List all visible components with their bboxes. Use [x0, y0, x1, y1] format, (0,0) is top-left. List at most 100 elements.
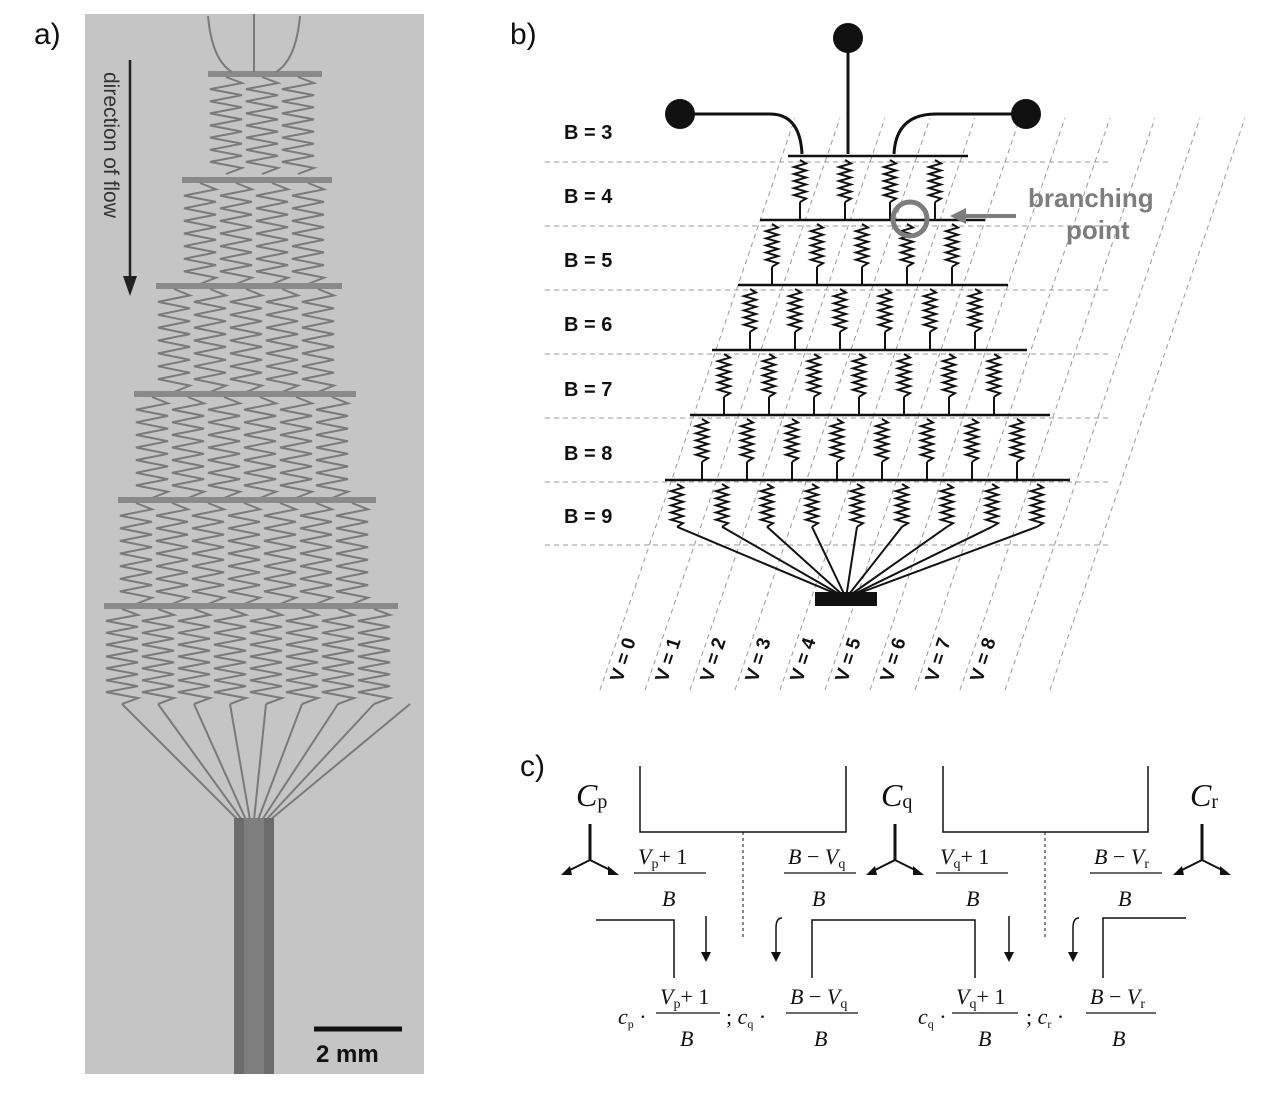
- v-label-7: V = 7: [922, 635, 956, 684]
- photo-level-bar: [182, 177, 332, 183]
- photo-serpentine: [263, 502, 300, 605]
- resistor-channel: [667, 483, 687, 528]
- branching-label-line2: point: [1066, 215, 1130, 245]
- v-label-8: V = 8: [967, 635, 1001, 684]
- svg-text:B − Vr: B − Vr: [1090, 984, 1145, 1012]
- svg-text:Vq+ 1: Vq+ 1: [956, 984, 1005, 1012]
- svg-text:; cq ·: ; cq ·: [726, 1004, 766, 1031]
- resistor-channel: [965, 288, 985, 333]
- svg-text:B − Vq: B − Vq: [788, 844, 845, 872]
- photo-level-bar: [208, 71, 322, 77]
- grid-column-line: [689, 117, 886, 691]
- svg-text:Vq+ 1: Vq+ 1: [940, 844, 989, 872]
- photo-serpentine: [213, 608, 250, 705]
- resistor-channel: [875, 288, 895, 333]
- outlet-bar: [815, 592, 877, 606]
- resistor-channel: [692, 418, 712, 463]
- branching-point-circle: [890, 199, 930, 239]
- resistor-channel: [942, 223, 962, 268]
- svg-text:B: B: [1112, 1026, 1125, 1051]
- photo-outlet-line: [257, 703, 303, 821]
- svg-text:B: B: [662, 886, 675, 911]
- v-label-1: V = 1: [652, 635, 686, 685]
- resistor-channel: [925, 159, 945, 203]
- resistor-channel: [737, 418, 757, 463]
- svg-text:B: B: [812, 886, 825, 911]
- grid-column-line: [734, 117, 931, 691]
- photo-outlet-line: [269, 703, 411, 821]
- level-label-b6: B = 6: [564, 314, 612, 336]
- resistor-channel: [872, 418, 892, 463]
- grid-column-line: [1049, 117, 1246, 691]
- v-label-6: V = 6: [877, 635, 911, 684]
- scale-bar-label: 2 mm: [316, 1041, 379, 1068]
- resistor-channel: [790, 159, 810, 203]
- outlet-converging-line: [845, 526, 903, 599]
- svg-text:B − Vr: B − Vr: [1094, 844, 1149, 872]
- photo-serpentine: [357, 608, 394, 705]
- svg-text:B: B: [966, 886, 979, 911]
- panel-c-label: c): [520, 750, 545, 783]
- resistor-channel: [962, 418, 982, 463]
- resistor-channel: [892, 483, 912, 528]
- svg-text:B − Vq: B − Vq: [790, 984, 847, 1012]
- photo-serpentine: [265, 288, 302, 393]
- photo-serpentine: [255, 182, 292, 285]
- svg-text:B: B: [978, 1026, 991, 1051]
- v-label-0: V = 0: [607, 635, 641, 684]
- svg-text:cp ·: cp ·: [618, 1004, 647, 1031]
- branching-arrow-icon: [950, 208, 966, 224]
- photo-outlet-line: [229, 703, 251, 821]
- scale-bar: 2 mm: [314, 1026, 402, 1068]
- outlet-converging-line: [845, 526, 858, 599]
- resistor-channel: [807, 223, 827, 268]
- v-label-5: V = 5: [832, 635, 866, 685]
- photo-serpentine: [321, 608, 358, 705]
- serpentine-network-photo: [104, 14, 411, 821]
- concentration-p-label: Cp: [576, 777, 607, 813]
- photo-outlet-line: [261, 703, 339, 821]
- concentration-q-label: Cq: [881, 777, 912, 813]
- photo-serpentine: [245, 76, 282, 175]
- photo-serpentine: [335, 502, 372, 605]
- photo-serpentine: [291, 182, 328, 285]
- resistor-channel: [897, 223, 917, 268]
- resistor-channel: [984, 353, 1004, 398]
- outlet-converging-line: [676, 525, 847, 599]
- outlet-converging-line: [721, 525, 847, 599]
- svg-text:cq ·: cq ·: [918, 1004, 947, 1031]
- photo-serpentine: [229, 288, 266, 393]
- grid-column-line: [914, 117, 1111, 691]
- resistor-network-schematic: [665, 154, 1070, 606]
- photo-outlet-line: [253, 703, 267, 821]
- resistor-channel: [1027, 483, 1047, 528]
- photo-serpentine: [207, 396, 244, 499]
- outlet-converging-line: [811, 526, 847, 599]
- level-label-b5: B = 5: [564, 250, 612, 272]
- resistor-channel: [847, 483, 867, 528]
- photo-serpentine: [193, 288, 230, 393]
- grid-column-line: [644, 117, 841, 691]
- resistor-channel: [827, 418, 847, 463]
- photo-level-bar: [118, 497, 376, 503]
- photo-serpentine: [315, 396, 352, 499]
- photo-serpentine: [209, 76, 246, 175]
- svg-text:B: B: [1118, 886, 1131, 911]
- photo-level-bar: [156, 283, 342, 289]
- outlet-converging-line: [845, 525, 948, 599]
- resistor-channel: [759, 353, 779, 398]
- photo-outlet-line: [193, 703, 247, 821]
- level-label-b4: B = 4: [564, 186, 613, 208]
- resistor-channel: [1007, 418, 1027, 463]
- resistor-channel: [757, 483, 777, 528]
- resistor-channel: [880, 159, 900, 203]
- svg-text:Vp+ 1: Vp+ 1: [638, 844, 687, 872]
- photo-serpentine: [227, 502, 264, 605]
- split-fractions-top: Vp+ 1 B B − Vq B Vq+ 1 B B − Vr B: [638, 844, 1149, 911]
- svg-text:B: B: [680, 1026, 693, 1051]
- resistor-channel: [804, 353, 824, 398]
- inlet-channels: [665, 23, 1041, 155]
- photo-serpentine: [299, 502, 336, 605]
- photo-serpentine: [279, 396, 316, 499]
- resistor-channel: [920, 288, 940, 333]
